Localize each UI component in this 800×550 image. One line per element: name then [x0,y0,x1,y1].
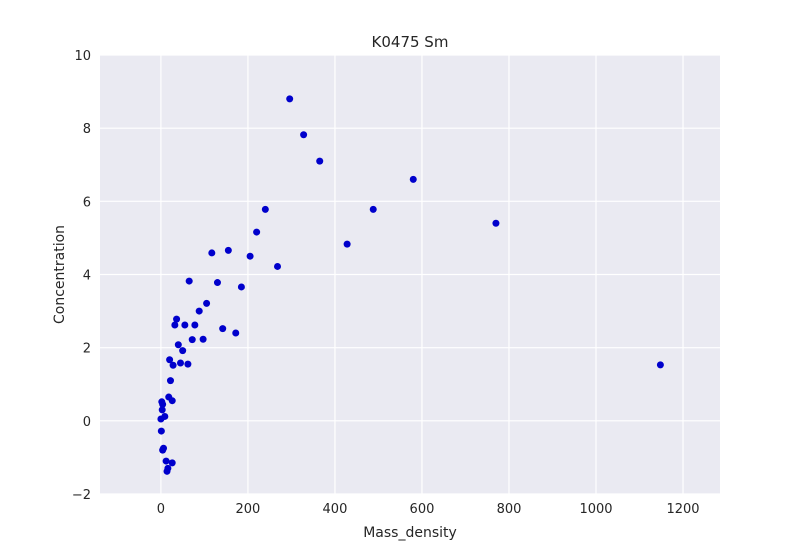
data-point [191,321,199,329]
y-tick-label: −2 [72,488,91,503]
data-point [246,252,254,260]
y-tick-label: 0 [83,415,91,430]
x-tick-labels: 0 200 400 600 800 1000 1200 [157,502,700,517]
data-point [179,347,187,355]
y-tick-label: 4 [83,269,91,284]
data-point [166,356,174,364]
data-point [203,299,211,307]
data-point [253,228,261,236]
data-point [208,249,216,257]
data-point [166,377,174,385]
data-point [176,359,184,367]
data-point [184,360,192,368]
data-point [286,95,294,103]
data-point [158,406,166,414]
data-point [492,219,500,227]
data-point [185,277,193,285]
data-point [232,329,240,337]
data-point [213,279,221,287]
data-point [224,246,232,254]
data-point [656,361,664,369]
data-point [169,361,177,369]
data-point [237,283,245,291]
data-point [369,205,377,213]
x-tick-label: 600 [410,502,435,517]
data-point [168,397,176,405]
data-point [274,262,282,270]
data-point [199,335,207,343]
data-point [195,307,203,315]
data-point [163,467,171,475]
data-point [162,457,170,465]
x-tick-label: 800 [497,502,522,517]
x-tick-label: 0 [157,502,165,517]
y-tick-label: 2 [83,342,91,357]
data-point [168,459,176,467]
data-point [157,415,165,423]
data-point [409,175,417,183]
data-point [261,205,269,213]
grid-lines [100,54,720,495]
x-tick-label: 200 [236,502,261,517]
data-point [174,341,182,349]
y-axis-label: Concentration [52,225,68,324]
data-point [173,315,181,323]
data-point [159,400,167,408]
data-point [343,240,351,248]
data-point [171,321,179,329]
chart-title: K0475 Sm [372,33,449,51]
data-point [188,336,196,344]
y-tick-label: 8 [83,122,91,137]
x-tick-label: 1200 [666,502,699,517]
x-tick-label: 1000 [579,502,612,517]
y-tick-labels: −2 0 2 4 6 8 10 [72,49,91,503]
data-point [219,325,227,333]
y-tick-label: 6 [83,195,91,210]
data-point [316,157,324,165]
x-tick-label: 400 [323,502,348,517]
data-point [157,427,165,435]
data-point [181,321,189,329]
data-point [160,444,168,452]
x-axis-label: Mass_density [363,525,457,541]
data-point [300,131,308,139]
data-points [157,95,664,475]
y-tick-label: 10 [74,49,91,64]
